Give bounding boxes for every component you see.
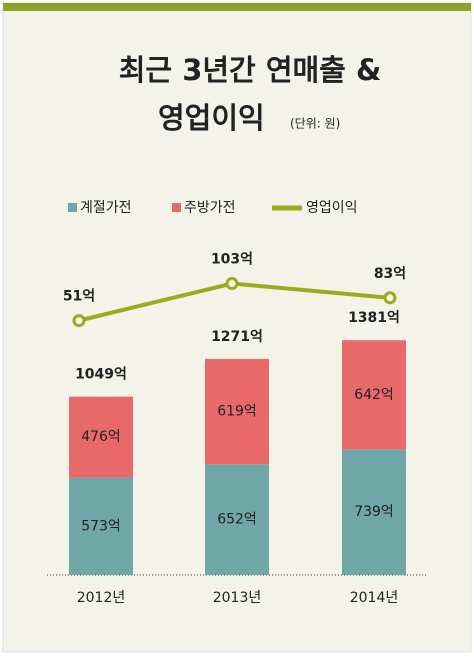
value-label: 619억 [217,404,257,420]
line-value-label: 103억 [211,252,253,268]
value-label: 476억 [81,429,121,445]
legend-label: 계절가전 [80,200,132,216]
legend-label: 영업이익 [306,200,358,216]
value-label: 642억 [354,387,394,403]
legend-label: 주방가전 [184,200,236,216]
line-point [383,291,397,305]
total-label: 1381억 [348,310,400,326]
bar-segment [342,340,406,450]
bar-segment [205,464,269,575]
line-point [72,314,86,328]
bar-segment [69,477,133,575]
total-label: 1271억 [211,329,263,345]
legend-swatch [172,203,181,212]
bar-segment [342,449,406,575]
x-tick-label: 2012년 [77,590,126,606]
bar-segment [205,358,269,465]
chart-title: 최근 3년간 연매출 & [119,53,382,87]
legend-swatch [68,203,77,212]
value-label: 573억 [81,518,121,534]
unit-label: (단위: 원) [290,117,340,131]
value-label: 652억 [217,512,257,528]
x-tick-label: 2014년 [350,590,399,606]
line-point [225,277,239,291]
line-value-label: 83억 [374,266,406,282]
chart-title: 영업이익 [158,101,265,135]
x-tick-label: 2013년 [213,590,262,606]
value-label: 739억 [354,504,394,520]
bar-segment [69,396,133,478]
line-value-label: 51억 [63,289,95,305]
top-stripe [3,3,471,11]
total-label: 1049억 [75,367,127,383]
